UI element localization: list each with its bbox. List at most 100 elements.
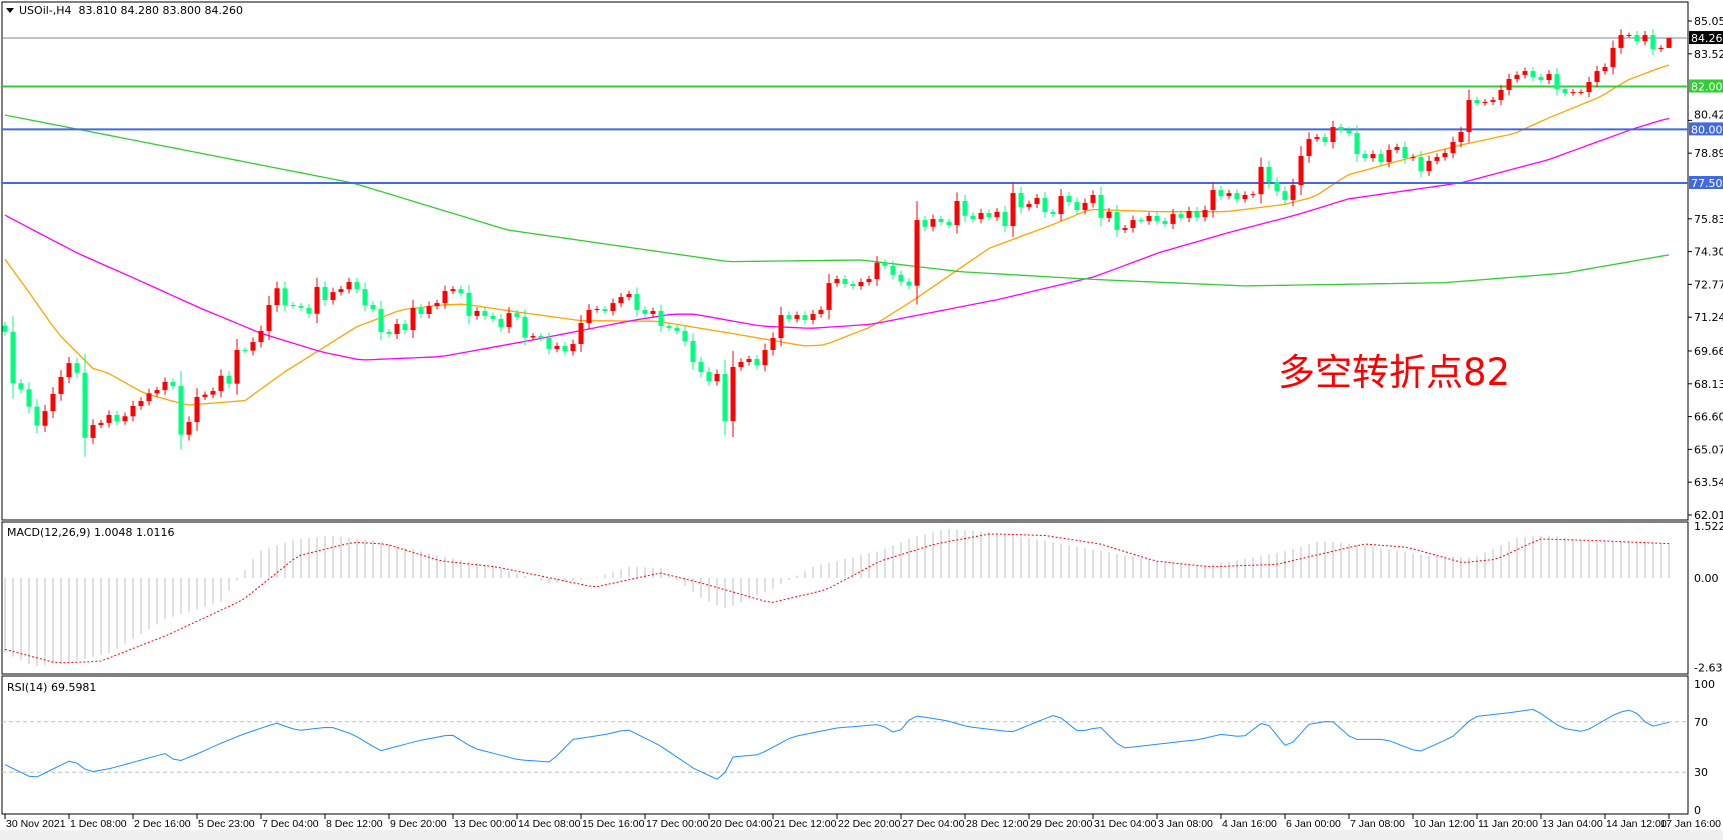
candle-body (930, 219, 936, 227)
candle-body (34, 406, 40, 426)
candle-body (234, 350, 240, 384)
candle-body (1314, 137, 1320, 140)
price-tick-label: 80.420 (1694, 108, 1723, 121)
rsi-tick-label: 0 (1694, 804, 1701, 817)
candle-body (402, 324, 408, 331)
candle-body (882, 262, 888, 266)
candle-body (562, 345, 568, 352)
time-tick-label: 13 Dec 00:00 (454, 818, 517, 830)
time-tick-label: 8 Dec 12:00 (326, 818, 383, 830)
candle-body (218, 375, 224, 391)
candle-body (450, 289, 456, 292)
macd-pane (1, 521, 1689, 675)
candle-body (1194, 211, 1200, 218)
macd-tick-label: 1.5227 (1694, 520, 1723, 533)
time-tick-label: 14 Jan 12:00 (1606, 818, 1667, 830)
candle-body (1306, 139, 1312, 156)
candle-body (594, 309, 600, 311)
candle-body (130, 405, 136, 417)
candle-body (442, 291, 448, 304)
candle-body (1410, 157, 1416, 159)
dropdown-triangle-icon[interactable] (6, 8, 14, 13)
candle-body (858, 282, 864, 287)
candle-body (626, 294, 632, 298)
candle-body (210, 390, 216, 395)
candle-body (258, 330, 264, 343)
candle-body (994, 211, 1000, 218)
candle-body (906, 281, 912, 286)
candle-body (10, 331, 16, 384)
candle-body (314, 286, 320, 314)
candle-body (290, 304, 296, 307)
time-tick-label: 28 Dec 12:00 (966, 818, 1029, 830)
candle-body (1370, 154, 1376, 159)
candle-body (370, 304, 376, 310)
candle-body (1650, 35, 1656, 49)
price-label-bg (1689, 79, 1723, 93)
price-tick-label: 72.770 (1694, 278, 1723, 291)
candle-body (754, 359, 760, 366)
candle-body (1586, 81, 1592, 93)
candle-body (634, 294, 640, 310)
candle-body (618, 297, 624, 304)
candle-body (1010, 193, 1016, 227)
candle-body (1122, 228, 1128, 230)
candle-body (546, 338, 552, 349)
candle-body (1186, 211, 1192, 218)
candle-body (986, 213, 992, 218)
candle-body (1658, 47, 1664, 49)
candle-body (482, 310, 488, 316)
candle-body (202, 394, 208, 397)
candle-body (1394, 146, 1400, 150)
candle-body (690, 341, 696, 363)
candle-body (434, 303, 440, 307)
time-tick-label: 29 Dec 20:00 (1030, 818, 1093, 830)
candle-body (1282, 191, 1288, 200)
candle-body (834, 279, 840, 284)
candle-body (418, 307, 424, 314)
candle-body (1218, 190, 1224, 197)
candle-body (58, 377, 64, 394)
candle-body (1610, 47, 1616, 67)
candle-body (306, 307, 312, 314)
candle-body (1258, 166, 1264, 195)
candle-body (1066, 196, 1072, 203)
candle-body (1322, 137, 1328, 143)
candle-body (1042, 197, 1048, 212)
candle-body (650, 310, 656, 314)
candle-body (722, 374, 728, 421)
price-level-label: 77.500 (1691, 177, 1723, 190)
candle-body (242, 350, 248, 352)
symbol-header: USOil-,H4 83.810 84.280 83.800 84.260 (2, 4, 243, 17)
candle-body (1562, 89, 1568, 93)
candle-body (586, 309, 592, 323)
candle-body (274, 288, 280, 305)
candle-body (1290, 185, 1296, 200)
candle-body (1666, 38, 1672, 48)
candle-body (1354, 133, 1360, 155)
candle-body (1138, 220, 1144, 222)
time-tick-label: 2 Dec 16:00 (134, 818, 191, 830)
time-tick-label: 4 Jan 16:00 (1222, 818, 1277, 830)
candle-body (1202, 210, 1208, 218)
main-pane (1, 1, 1689, 521)
candle-body (658, 310, 664, 326)
candle-body (1082, 202, 1088, 211)
candle-body (1442, 152, 1448, 158)
candle-body (1386, 149, 1392, 162)
candle-body (1146, 216, 1152, 221)
candle-body (1514, 74, 1520, 79)
candle-body (498, 318, 504, 328)
candle-body (1634, 35, 1640, 42)
candle-body (1618, 35, 1624, 48)
candle-body (1498, 89, 1504, 101)
macd-tick-label: -2.6392 (1694, 662, 1723, 675)
candle-body (1482, 101, 1488, 104)
candle-body (506, 313, 512, 328)
candle-body (18, 383, 24, 390)
candle-body (138, 401, 144, 406)
candle-body (1034, 197, 1040, 204)
candle-body (122, 416, 128, 421)
candle-body (1338, 127, 1344, 131)
